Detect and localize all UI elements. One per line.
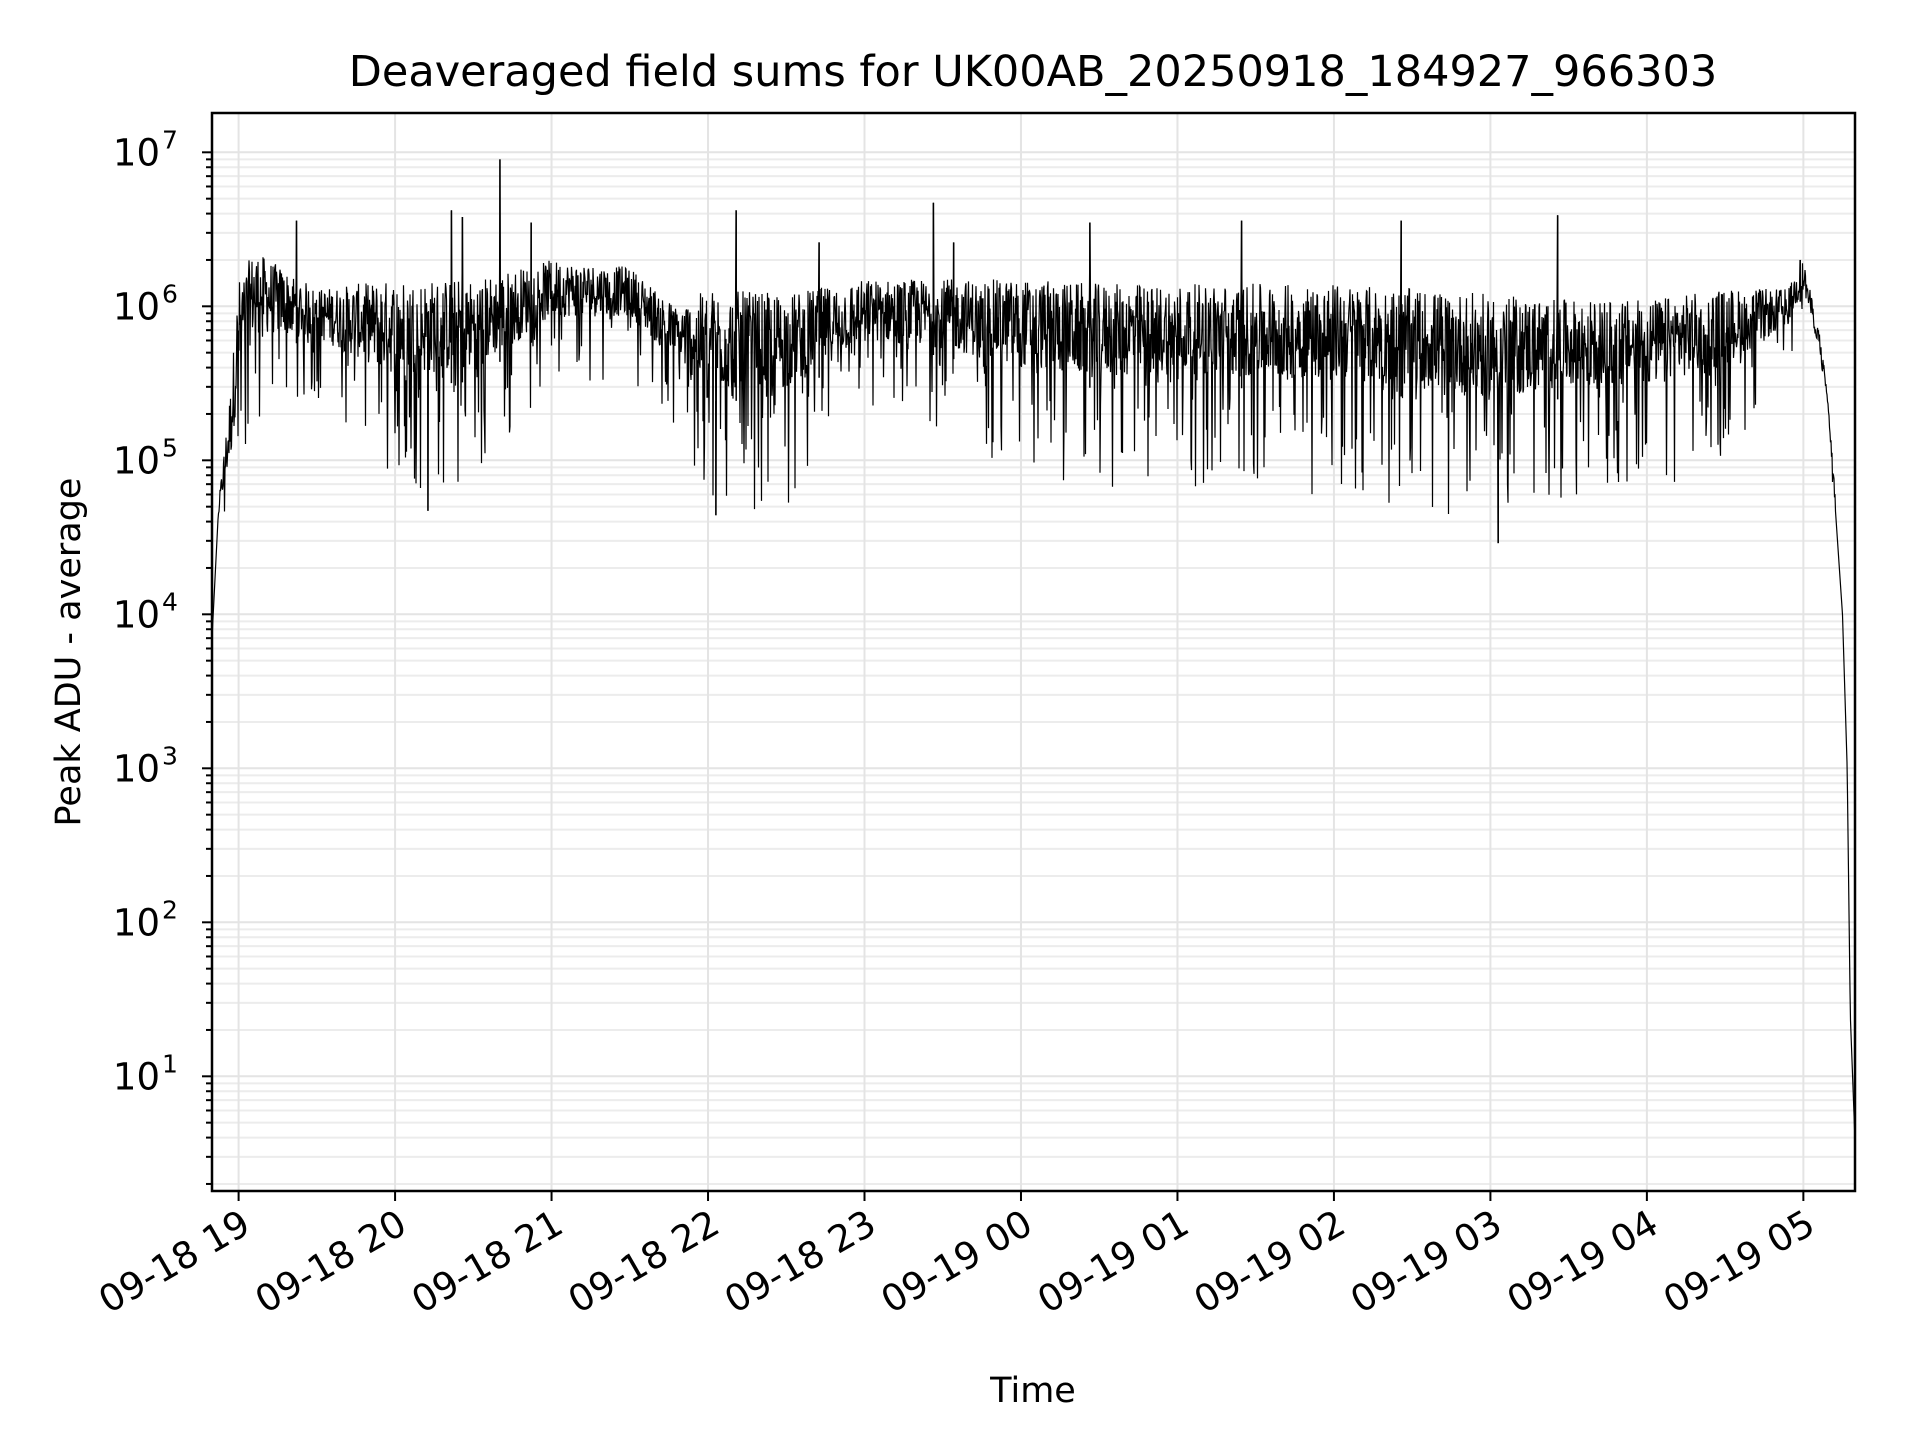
x-tick-label: 09-19 01	[1030, 1202, 1196, 1322]
x-tick-label: 09-19 04	[1500, 1202, 1666, 1322]
x-tick-label: 09-18 19	[92, 1202, 258, 1322]
y-axis-label: Peak ADU - average	[49, 478, 89, 827]
x-tick-label: 09-19 05	[1656, 1202, 1822, 1322]
y-tick-exponent: 6	[162, 279, 178, 308]
x-axis-label: Time	[989, 1371, 1076, 1411]
y-tick-label: 10	[113, 593, 160, 636]
x-tick-label: 09-19 02	[1187, 1202, 1353, 1322]
series-line	[211, 159, 1856, 1142]
x-tick-label: 09-18 22	[561, 1202, 727, 1322]
x-tick-label: 09-19 03	[1343, 1202, 1509, 1322]
x-tick-label: 09-18 20	[248, 1202, 414, 1322]
y-tick-exponent: 2	[162, 895, 178, 924]
y-tick-label: 10	[113, 439, 160, 482]
y-tick-label: 10	[113, 131, 160, 174]
y-tick-label: 10	[113, 285, 160, 328]
x-tick-label: 09-18 23	[717, 1202, 883, 1322]
x-tick-label: 09-18 21	[404, 1202, 570, 1322]
y-tick-exponent: 3	[162, 741, 178, 770]
plot-frame	[210, 111, 1857, 1193]
y-tick-exponent: 1	[162, 1049, 178, 1078]
y-tick-label: 10	[113, 1055, 160, 1098]
y-tick-label: 10	[113, 901, 160, 944]
y-tick-exponent: 4	[162, 587, 178, 616]
y-tick-exponent: 5	[162, 433, 178, 462]
y-tick-exponent: 7	[162, 125, 178, 154]
grid-lines	[212, 113, 1855, 1191]
x-tick-label: 09-19 00	[874, 1202, 1040, 1322]
y-tick-label: 10	[113, 747, 160, 790]
series-layer	[211, 159, 1856, 1142]
chart-title: Deaveraged field sums for UK00AB_2025091…	[349, 47, 1717, 97]
